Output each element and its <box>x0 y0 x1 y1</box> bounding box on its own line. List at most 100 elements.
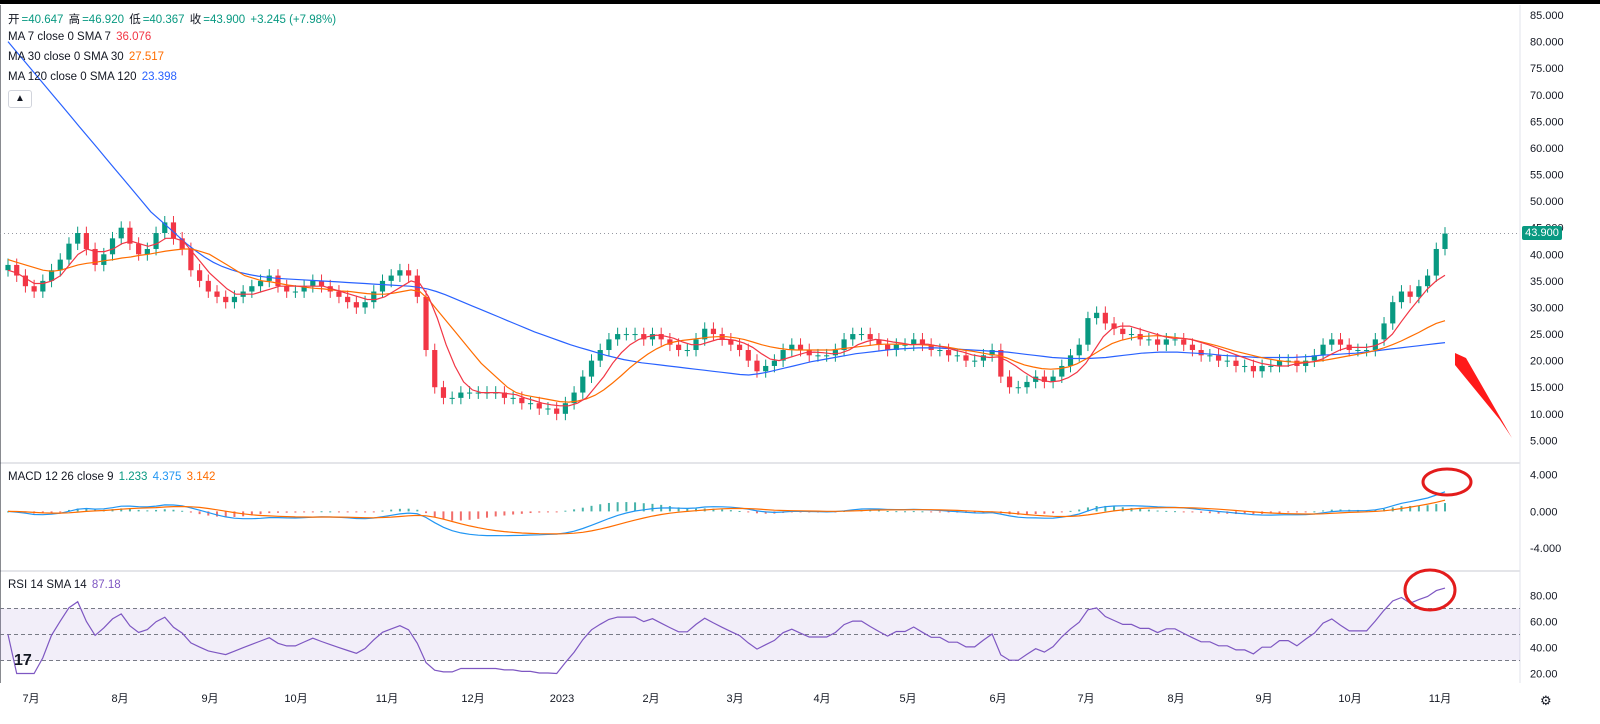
candle-body <box>824 355 830 357</box>
price-tick-label: 30.000 <box>1530 302 1564 314</box>
macd-histogram-bar <box>320 511 323 513</box>
candle-body <box>989 350 995 356</box>
candle-body <box>170 222 177 239</box>
candle-body <box>127 227 133 244</box>
candle-body <box>1033 376 1039 382</box>
macd-histogram-bar <box>494 511 497 517</box>
candle-body <box>676 344 682 351</box>
macd-histogram-bar <box>1217 511 1220 514</box>
macd-histogram-bar <box>738 510 741 512</box>
macd-line <box>7 491 1446 537</box>
tradingview-logo[interactable]: 17 <box>14 652 32 669</box>
open-value: =40.647 <box>21 14 64 26</box>
candle-body <box>144 248 150 255</box>
macd-histogram-bar <box>172 509 175 512</box>
candle-body <box>1189 344 1196 351</box>
macd-histogram-bar <box>1287 511 1290 513</box>
candle-body <box>501 392 508 398</box>
macd-histogram-bar <box>677 507 680 512</box>
macd-histogram-bar <box>668 506 671 512</box>
candle-body <box>667 339 673 345</box>
candle-body <box>214 291 220 297</box>
macd-histogram-bar <box>224 511 227 518</box>
ma7-legend[interactable]: MA 7 close 0 SMA 7 36.076 <box>8 31 153 43</box>
candle-body <box>188 248 194 271</box>
macd-histogram-bar <box>564 510 567 512</box>
time-tick-label: 10月 <box>284 693 307 705</box>
macd-histogram-bar <box>198 511 201 515</box>
macd-histogram-bar <box>1025 511 1028 515</box>
candle-body <box>284 286 290 292</box>
macd-histogram-bar <box>128 508 131 512</box>
high-label: 高 <box>68 14 81 26</box>
macd-histogram-bar <box>381 510 384 512</box>
candle-body <box>945 350 952 356</box>
candle-body <box>336 291 342 297</box>
candle-body <box>266 275 272 281</box>
macd-tick-label: 4.000 <box>1530 470 1558 482</box>
macd-histogram-bar <box>1322 510 1325 512</box>
annotation-arrow <box>1455 353 1512 438</box>
macd-histogram-bar <box>747 511 750 513</box>
candle-body <box>1276 360 1283 366</box>
candle-body <box>684 350 690 352</box>
macd-histogram-bar <box>1444 503 1446 512</box>
macd-histogram-bar <box>390 509 393 512</box>
macd-histogram-bar <box>216 511 219 517</box>
ma30-legend[interactable]: MA 30 close 0 SMA 30 27.517 <box>8 51 166 63</box>
candle-body <box>1198 350 1204 356</box>
macd-legend[interactable]: MACD 12 26 close 9 1.233 4.375 3.142 <box>8 471 217 483</box>
macd-histogram-bar <box>1383 508 1386 512</box>
candle-body <box>66 243 72 260</box>
candle-body <box>223 296 229 303</box>
candle-body <box>1337 339 1344 345</box>
macd-line-value: 4.375 <box>152 471 182 483</box>
price-tick-label: 25.000 <box>1530 329 1564 341</box>
ma120-line <box>7 41 1446 376</box>
candle-body <box>1355 350 1361 352</box>
candle-body <box>388 275 394 281</box>
ma120-legend[interactable]: MA 120 close 0 SMA 120 23.398 <box>8 71 179 83</box>
candle-body <box>449 397 455 399</box>
candle-body <box>1111 323 1117 329</box>
macd-histogram-bar <box>433 511 436 517</box>
macd-histogram-bar <box>1200 511 1203 513</box>
time-tick-label: 7月 <box>22 693 39 705</box>
macd-signal-value: 3.142 <box>186 471 216 483</box>
macd-histogram-bar <box>459 511 462 521</box>
rsi-label: RSI 14 SMA 14 <box>8 579 87 591</box>
macd-histogram-bar <box>1147 509 1150 512</box>
macd-histogram-bar <box>729 510 732 512</box>
candle-body <box>40 280 46 292</box>
macd-histogram-bar <box>477 511 480 519</box>
time-tick-label: 11月 <box>376 693 398 705</box>
candle-body <box>615 334 621 340</box>
macd-tick-label: -4.000 <box>1530 543 1561 555</box>
collapse-legend-button[interactable]: ▲ <box>8 90 32 108</box>
macd-histogram-bar <box>372 511 375 513</box>
candle-body <box>763 365 769 372</box>
candle-body <box>771 360 777 366</box>
candle-body <box>562 403 568 414</box>
macd-histogram-bar <box>512 511 515 515</box>
macd-histogram-bar <box>1078 509 1081 512</box>
price-tick-label: 85.000 <box>1530 10 1564 22</box>
candle-body <box>353 302 359 308</box>
gear-icon[interactable]: ⚙ <box>1540 693 1552 708</box>
candle-body <box>1102 312 1108 324</box>
candle-body <box>1085 318 1091 345</box>
macd-histogram-bar <box>947 511 950 513</box>
candle-body <box>919 339 926 345</box>
candle-body <box>710 328 717 335</box>
macd-histogram-bar <box>181 510 184 512</box>
time-tick-label: 8月 <box>1167 693 1184 705</box>
candle-body <box>458 392 464 398</box>
rsi-legend[interactable]: RSI 14 SMA 14 87.18 <box>8 579 123 591</box>
price-tick-label: 15.000 <box>1530 382 1564 394</box>
candle-body <box>1407 291 1413 297</box>
candle-body <box>632 334 638 336</box>
candle-body <box>937 350 943 352</box>
candle-body <box>536 403 542 409</box>
candle-body <box>14 264 20 276</box>
